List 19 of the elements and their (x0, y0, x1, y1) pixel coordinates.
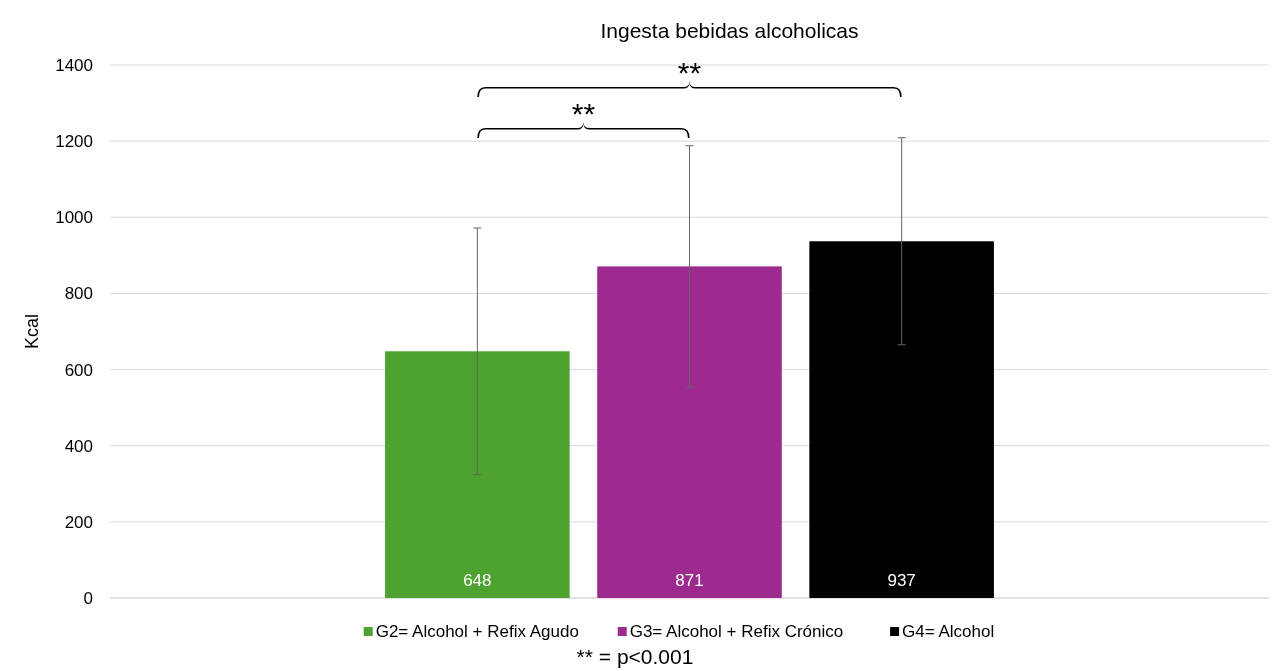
chart-title: Ingesta bebidas alcoholicas (600, 19, 859, 42)
text: ** = p<0.001 (576, 645, 694, 668)
legend-label: G4= Alcohol (902, 622, 995, 641)
y-tick-label: 1400 (55, 56, 93, 75)
y-tick-label: 1200 (55, 132, 93, 152)
y-tick-label: 200 (64, 512, 93, 532)
legend-label: G2= Alcohol + Refix Agudo (375, 622, 579, 641)
annotation: ** (571, 97, 596, 130)
y-tick-label: 1000 (55, 208, 93, 228)
legend-label: G3= Alcohol + Refix Crónico (629, 622, 844, 641)
data-label: 937 (887, 571, 916, 590)
annotation: ** (677, 56, 702, 89)
y-tick-label: 600 (64, 360, 93, 380)
y-axis-title: Kcal (22, 313, 42, 350)
data-label: 648 (463, 571, 492, 590)
y-tick-label: 800 (64, 284, 93, 304)
data-label: 871 (675, 571, 704, 590)
y-tick-label: 0 (83, 589, 93, 608)
y-tick-label: 400 (64, 436, 93, 456)
